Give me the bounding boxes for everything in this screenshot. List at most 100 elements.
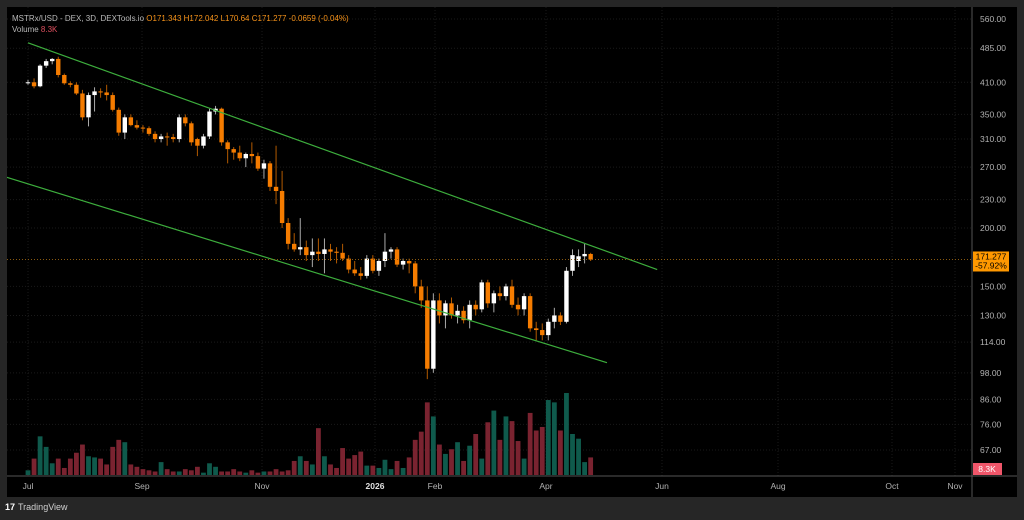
- volume-label[interactable]: Volume: [12, 25, 39, 34]
- volume-bar: [491, 410, 497, 475]
- candle-body: [406, 261, 412, 264]
- brand-name[interactable]: TradingView: [18, 502, 68, 512]
- volume-bar: [92, 457, 97, 475]
- price-tick-label: 76.00: [980, 419, 1002, 429]
- volume-bar: [61, 467, 67, 475]
- candle-body: [370, 258, 376, 271]
- volume-bar: [539, 426, 545, 475]
- candle-body: [177, 117, 182, 140]
- candle-body: [328, 249, 333, 252]
- candle-body: [189, 123, 194, 143]
- price-tick-label: 230.00: [980, 195, 1006, 205]
- volume-bar: [140, 469, 146, 475]
- volume-bar: [255, 472, 261, 475]
- volume-value: 8.3K: [40, 25, 58, 34]
- candle-body: [237, 152, 242, 159]
- chart-area[interactable]: 560.00 485.00 410.00 350.00 310.00 270.00 230.…: [7, 7, 1017, 497]
- time-tick-label: Jul: [23, 481, 34, 491]
- candle-body: [249, 153, 255, 157]
- candle-body: [527, 296, 533, 329]
- candle-body: [455, 310, 460, 316]
- ohlc-low: L170.64: [220, 14, 250, 23]
- price-tick-label: 114.00: [980, 337, 1006, 347]
- candle-body: [86, 95, 91, 118]
- volume-bar: [370, 465, 376, 475]
- candle-body: [431, 300, 436, 369]
- candle-body: [304, 247, 309, 256]
- volume-bar: [273, 469, 279, 475]
- last-price-change: -57.92%: [975, 260, 1007, 270]
- volume-bar: [164, 469, 170, 475]
- candle-body: [43, 61, 49, 66]
- volume-bar: [521, 458, 527, 475]
- volume-bar: [527, 412, 533, 475]
- candle-body: [134, 125, 140, 128]
- volume-bar: [564, 393, 569, 475]
- volume-bar: [25, 470, 31, 475]
- volume-bar: [449, 449, 454, 475]
- volume-bar: [213, 466, 218, 475]
- time-tick-label: Nov: [254, 481, 270, 491]
- price-tick-label: 98.00: [980, 368, 1002, 378]
- volume-bar: [582, 462, 587, 475]
- volume-bar: [55, 458, 61, 475]
- candle-body: [50, 58, 55, 62]
- candle-body: [122, 117, 127, 133]
- candle-body: [576, 256, 581, 262]
- volume-bar: [104, 464, 110, 475]
- symbol-title[interactable]: MSTRx/USD - DEX, 3D, DEXTools.io: [12, 14, 145, 23]
- candle-body: [570, 255, 575, 271]
- time-tick-label: Sep: [134, 481, 149, 491]
- candle-body: [582, 253, 587, 257]
- candle-body: [449, 303, 454, 316]
- candle-body: [437, 300, 442, 316]
- volume-bar: [110, 446, 116, 475]
- volume-bar: [570, 434, 575, 475]
- candle-body: [473, 304, 478, 310]
- volume-bar: [418, 431, 424, 475]
- volume-bar: [303, 460, 309, 475]
- volume-bar: [576, 438, 581, 475]
- time-tick-label: 2026: [366, 481, 385, 491]
- price-tick-label: 150.00: [980, 281, 1006, 291]
- volume-bar: [285, 470, 291, 475]
- candle-body: [104, 92, 109, 96]
- price-tick-label: 310.00: [980, 134, 1006, 144]
- time-tick-label: Aug: [770, 481, 785, 491]
- candle-body: [231, 149, 236, 153]
- candle-body: [485, 282, 490, 304]
- candlestick-chart[interactable]: 560.00 485.00 410.00 350.00 310.00 270.00 230.…: [7, 7, 1017, 497]
- candle-body: [37, 65, 43, 87]
- channel-upper-line[interactable]: [27, 42, 658, 271]
- price-tick-label: 130.00: [980, 310, 1006, 320]
- volume-bar: [358, 451, 364, 475]
- candle-body: [521, 296, 527, 310]
- price-axis-scale[interactable]: [972, 7, 1017, 476]
- footer: 17 TradingView: [5, 502, 68, 512]
- volume-bar: [352, 455, 358, 475]
- candle-body: [467, 304, 472, 321]
- channel-lower-line[interactable]: [7, 176, 608, 364]
- volume-bar: [80, 444, 85, 475]
- candle-body: [92, 91, 97, 96]
- volume-bar: [533, 430, 539, 475]
- volume-bar: [279, 471, 285, 475]
- volume-bar: [67, 458, 73, 475]
- candle-body: [68, 83, 73, 85]
- candle-body: [74, 84, 79, 94]
- time-tick-label: Apr: [539, 481, 552, 491]
- price-tick-label: 560.00: [980, 14, 1006, 24]
- candle-body: [322, 249, 327, 254]
- volume-bar: [328, 464, 333, 475]
- candle-body: [273, 186, 279, 192]
- volume-bar: [406, 457, 412, 475]
- price-tick-label: 485.00: [980, 43, 1006, 53]
- volume-bar: [461, 460, 466, 475]
- candle-body: [31, 82, 37, 87]
- candle-body: [443, 303, 448, 316]
- candle-body: [292, 243, 297, 250]
- candle-body: [479, 282, 484, 310]
- volume-bar: [364, 465, 370, 475]
- candle-body: [394, 249, 400, 265]
- candle-body: [334, 251, 339, 253]
